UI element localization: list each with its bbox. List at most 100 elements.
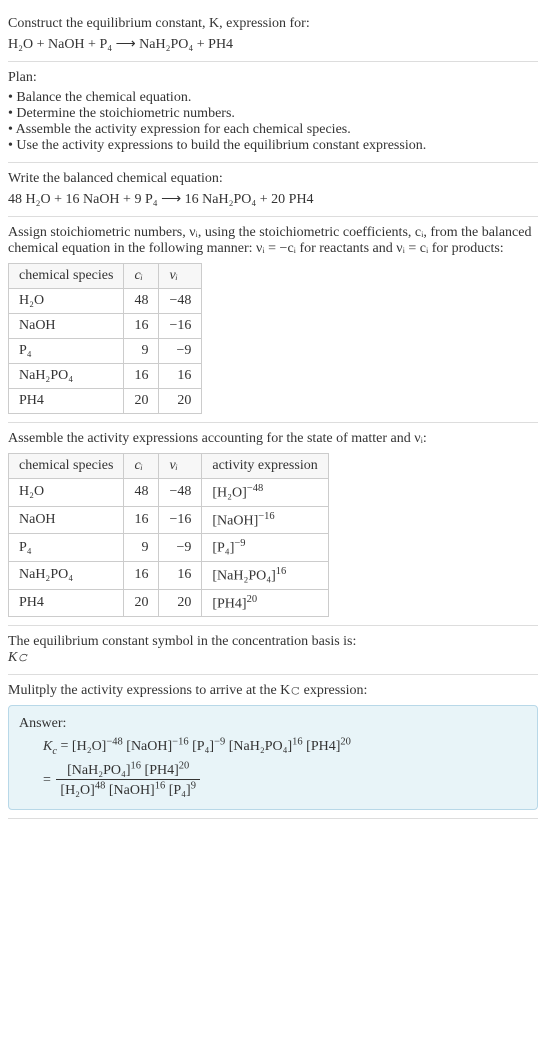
kc-var: Kc (43, 739, 57, 754)
table-row: NaH₂PO₄1616 (9, 364, 202, 389)
balanced-equation: 48 H₂O + 16 NaOH + 9 P₄ ⟶ 16 NaH₂PO₄ + 2… (8, 191, 538, 208)
cell-species: PH4 (9, 389, 124, 414)
term-base: [NaH₂PO₄] (67, 763, 130, 778)
col-species: chemical species (9, 264, 124, 289)
activity-table: chemical species cᵢ νᵢ activity expressi… (8, 453, 329, 617)
cell-vi: −9 (159, 339, 202, 364)
plan-item: • Assemble the activity expression for e… (8, 122, 538, 138)
expr-exp: −16 (258, 511, 274, 522)
cell-vi: −48 (159, 289, 202, 314)
table-row: H₂O48−48[H₂O]−48 (9, 479, 329, 507)
cell-ci: 48 (124, 289, 159, 314)
cell-ci: 16 (124, 561, 159, 589)
answer-label: Answer: (19, 716, 527, 732)
multiply-section: Mulitply the activity expressions to arr… (8, 675, 538, 819)
term-base: [PH4] (145, 763, 179, 778)
term-base: [PH4] (306, 739, 340, 754)
expr-base: [NaOH] (212, 513, 258, 528)
term-exp: 20 (340, 736, 351, 747)
cell-vi: 16 (159, 561, 202, 589)
cell-vi: −9 (159, 534, 202, 562)
term-exp: 16 (292, 736, 303, 747)
cell-species: NaOH (9, 506, 124, 534)
plan-item: • Balance the chemical equation. (8, 90, 538, 106)
table-row: P₄9−9[P₄]−9 (9, 534, 329, 562)
term: [H₂O]48 (60, 783, 105, 798)
kc-symbol-line1: The equilibrium constant symbol in the c… (8, 634, 538, 650)
term: [PH4]20 (145, 763, 190, 778)
expr-base: [PH4] (212, 596, 246, 611)
balanced-heading: Write the balanced chemical equation: (8, 171, 538, 187)
term: [P₄]−9 (192, 739, 225, 754)
intro-equation: H₂O + NaOH + P₄ ⟶ NaH₂PO₄ + PH4 (8, 36, 538, 53)
plan-item: • Use the activity expressions to build … (8, 138, 538, 154)
term: [H₂O]−48 (72, 739, 123, 754)
cell-species: P₄ (9, 339, 124, 364)
cell-vi: 20 (159, 589, 202, 617)
term-exp: −9 (214, 736, 225, 747)
cell-vi: −48 (159, 479, 202, 507)
table-row: P₄9−9 (9, 339, 202, 364)
balanced-section: Write the balanced chemical equation: 48… (8, 163, 538, 217)
table-row: PH42020[PH4]20 (9, 589, 329, 617)
cell-ci: 9 (124, 339, 159, 364)
cell-species: NaH₂PO₄ (9, 364, 124, 389)
term-base: [P₄] (169, 783, 191, 798)
col-expr: activity expression (202, 454, 328, 479)
intro-section: Construct the equilibrium constant, K, e… (8, 8, 538, 62)
term-exp: 16 (155, 780, 166, 791)
cell-species: PH4 (9, 589, 124, 617)
activity-section: Assemble the activity expressions accoun… (8, 423, 538, 626)
cell-ci: 16 (124, 506, 159, 534)
term: [NaH₂PO₄]16 (229, 739, 303, 754)
cell-species: P₄ (9, 534, 124, 562)
kc-symbol-line2: K𝚌 (8, 650, 538, 666)
stoich-heading: Assign stoichiometric numbers, νᵢ, using… (8, 225, 538, 257)
cell-ci: 16 (124, 314, 159, 339)
col-vi: νᵢ (159, 264, 202, 289)
col-ci: cᵢ (124, 454, 159, 479)
term-exp: −48 (106, 736, 122, 747)
kc-symbol-section: The equilibrium constant symbol in the c… (8, 626, 538, 675)
cell-species: NaOH (9, 314, 124, 339)
plan-list: • Balance the chemical equation. • Deter… (8, 90, 538, 154)
term-exp: 48 (95, 780, 106, 791)
fraction: [NaH₂PO₄]16 [PH4]20 [H₂O]48 [NaOH]16 [P₄… (56, 761, 200, 799)
expr-base: [P₄] (212, 541, 234, 556)
table-header-row: chemical species cᵢ νᵢ (9, 264, 202, 289)
fraction-numerator: [NaH₂PO₄]16 [PH4]20 (56, 761, 200, 781)
activity-heading: Assemble the activity expressions accoun… (8, 431, 538, 447)
cell-species: H₂O (9, 289, 124, 314)
kc-expression-line1: Kc = [H₂O]−48 [NaOH]−16 [P₄]−9 [NaH₂PO₄]… (19, 736, 527, 756)
table-row: PH42020 (9, 389, 202, 414)
cell-expr: [P₄]−9 (202, 534, 328, 562)
expr-exp: 20 (247, 594, 258, 605)
cell-vi: −16 (159, 314, 202, 339)
cell-ci: 20 (124, 389, 159, 414)
term-base: [NaOH] (126, 739, 172, 754)
plan-section: Plan: • Balance the chemical equation. •… (8, 62, 538, 163)
term: [NaOH]−16 (126, 739, 188, 754)
expr-base: [H₂O] (212, 486, 246, 501)
plan-heading: Plan: (8, 70, 538, 86)
cell-ci: 20 (124, 589, 159, 617)
cell-expr: [NaOH]−16 (202, 506, 328, 534)
cell-expr: [NaH₂PO₄]16 (202, 561, 328, 589)
term: [NaOH]16 (109, 783, 165, 798)
term: [NaH₂PO₄]16 (67, 763, 141, 778)
col-ci: cᵢ (124, 264, 159, 289)
cell-expr: [H₂O]−48 (202, 479, 328, 507)
term-exp: 9 (191, 780, 196, 791)
table-row: H₂O48−48 (9, 289, 202, 314)
cell-species: NaH₂PO₄ (9, 561, 124, 589)
cell-ci: 9 (124, 534, 159, 562)
table-row: NaOH16−16 (9, 314, 202, 339)
table-row: NaH₂PO₄1616[NaH₂PO₄]16 (9, 561, 329, 589)
answer-box: Answer: Kc = [H₂O]−48 [NaOH]−16 [P₄]−9 [… (8, 705, 538, 810)
cell-vi: −16 (159, 506, 202, 534)
stoich-table: chemical species cᵢ νᵢ H₂O48−48 NaOH16−1… (8, 263, 202, 414)
expr-base: [NaH₂PO₄] (212, 569, 275, 584)
intro-text: Construct the equilibrium constant, K, e… (8, 16, 310, 31)
term-base: [NaOH] (109, 783, 155, 798)
cell-vi: 20 (159, 389, 202, 414)
